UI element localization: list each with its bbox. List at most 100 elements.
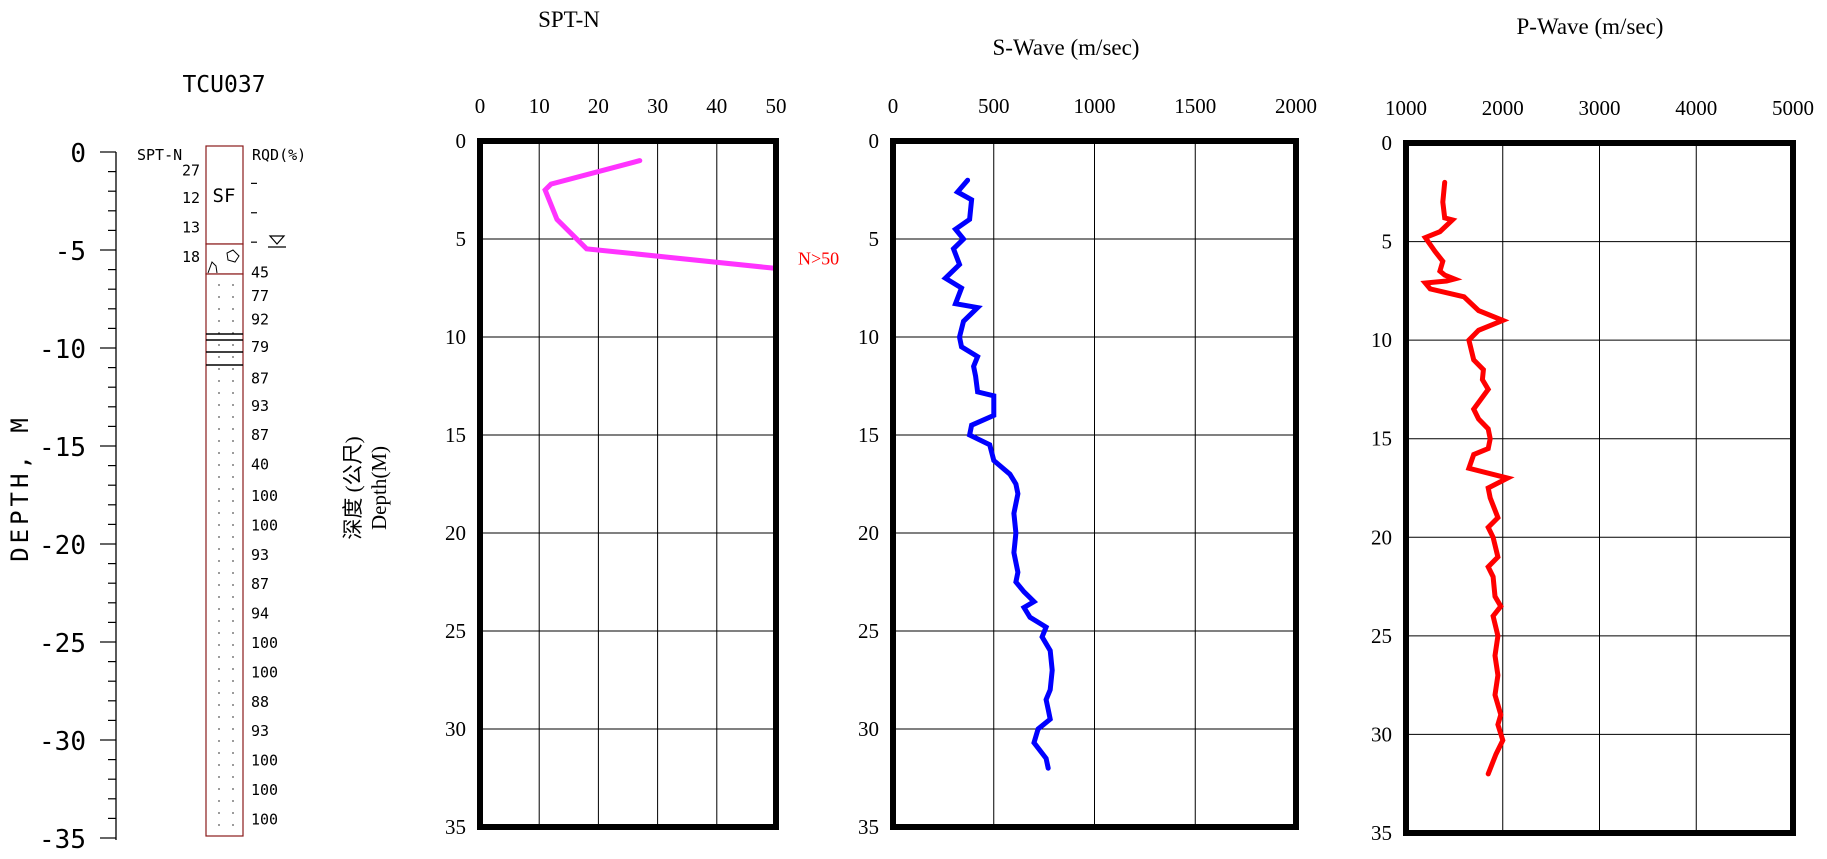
rock-dot (232, 320, 234, 322)
rock-dot (232, 464, 234, 466)
gravel-symbol (226, 249, 240, 263)
rock-dot (232, 440, 234, 442)
y-tick-label: 5 (869, 227, 880, 251)
rock-dot (218, 800, 220, 802)
rock-dot (232, 392, 234, 394)
rock-dot (218, 560, 220, 562)
spt-value: 18 (182, 248, 200, 266)
rock-dot (232, 428, 234, 430)
x-tick-label: 1000 (1074, 94, 1116, 118)
rock-dot (218, 704, 220, 706)
data-series-line (542, 158, 779, 271)
rock-dot (232, 824, 234, 826)
rqd-value: 93 (251, 722, 269, 740)
rock-dot (218, 488, 220, 490)
rock-dot (232, 524, 234, 526)
x-tick-label: 2000 (1275, 94, 1317, 118)
rock-dot (218, 524, 220, 526)
spt-values: 27 12 13 18 (182, 162, 257, 266)
y-tick-label: 25 (858, 619, 879, 643)
depth-tick-label: -35 (39, 825, 86, 855)
rock-dot (218, 296, 220, 298)
rock-pattern-dots (218, 284, 234, 826)
rock-dot (218, 572, 220, 574)
rqd-column-label: RQD(%) (252, 146, 306, 164)
spt-value: 13 (182, 218, 200, 236)
spt-value: 12 (182, 189, 200, 207)
rock-dot (218, 308, 220, 310)
data-series-line (1420, 179, 1515, 777)
y-tick-label: 10 (445, 325, 466, 349)
y-tick-label: 10 (1371, 328, 1392, 352)
y-tick-label: 25 (445, 619, 466, 643)
rock-dot (232, 644, 234, 646)
rock-dot (218, 464, 220, 466)
borehole-depth-axis-label: DEPTH, M (6, 414, 34, 562)
rock-dot (232, 728, 234, 730)
x-tick-label: 5000 (1772, 96, 1814, 120)
y-tick-label: 5 (1382, 230, 1393, 254)
rock-dot (232, 704, 234, 706)
y-tick-label: 30 (858, 717, 879, 741)
rock-dot (232, 668, 234, 670)
x-tick-label: 1500 (1174, 94, 1216, 118)
rock-dot (218, 368, 220, 370)
depth-tick-label: -10 (39, 335, 86, 365)
rock-dot (218, 536, 220, 538)
rqd-value: 92 (251, 311, 269, 329)
x-tick-label: 4000 (1675, 96, 1717, 120)
y-tick-label: 20 (858, 521, 879, 545)
x-tick-label: 40 (706, 94, 727, 118)
rqd-value: 100 (251, 663, 278, 681)
y-tick-label: 30 (1371, 722, 1392, 746)
rock-dot (218, 668, 220, 670)
rock-dot (218, 596, 220, 598)
borehole-depth-ticks (100, 151, 116, 839)
rock-dot (232, 608, 234, 610)
rock-dot (218, 548, 220, 550)
rock-dot (232, 812, 234, 814)
x-tick-label: 3000 (1579, 96, 1621, 120)
rock-dot (218, 752, 220, 754)
rock-dot (218, 380, 220, 382)
water-table-symbol (268, 235, 286, 248)
rock-dot (218, 776, 220, 778)
y-tick-label: 15 (1371, 427, 1392, 451)
rock-dot (232, 596, 234, 598)
rock-dot (232, 404, 234, 406)
rqd-value: 100 (251, 516, 278, 534)
rock-dot (218, 644, 220, 646)
rock-dot (232, 716, 234, 718)
rock-dot (232, 560, 234, 562)
depth-axis-title-zh: 深度 (公尺) (341, 436, 365, 539)
rock-dot (218, 620, 220, 622)
soil-layer-label: SF (213, 185, 236, 207)
p-wave-chart: P-Wave (m/sec) 1000 2000 3000 4000 5000 0 5 10 1… (1371, 14, 1814, 845)
rock-dot (218, 416, 220, 418)
rock-dot (218, 788, 220, 790)
y-tick-label: 20 (445, 521, 466, 545)
rqd-value: 94 (251, 605, 269, 623)
rqd-value: 100 (251, 487, 278, 505)
rock-dot (218, 284, 220, 286)
y-tick-label: 5 (456, 227, 467, 251)
p-wave-chart-title: P-Wave (m/sec) (1517, 14, 1664, 39)
x-tick-label: 500 (978, 94, 1010, 118)
rqd-value: 87 (251, 426, 269, 444)
rock-dot (232, 344, 234, 346)
rock-dot (218, 320, 220, 322)
rqd-value: 87 (251, 369, 269, 387)
rock-dot (218, 476, 220, 478)
rock-dot (232, 296, 234, 298)
x-tick-label: 2000 (1482, 96, 1524, 120)
rqd-value: 79 (251, 338, 269, 356)
borehole-column: SF (205, 145, 244, 837)
y-tick-label: 35 (1371, 821, 1392, 845)
rock-dot (232, 284, 234, 286)
spt-n-chart: SPT-N 0 10 20 30 40 50 0 5 10 15 20 25 30 35 N>50 (445, 7, 839, 839)
rock-dot (232, 584, 234, 586)
spt-column-label: SPT-N (137, 146, 182, 164)
rock-dot (232, 356, 234, 358)
rqd-value: 87 (251, 575, 269, 593)
